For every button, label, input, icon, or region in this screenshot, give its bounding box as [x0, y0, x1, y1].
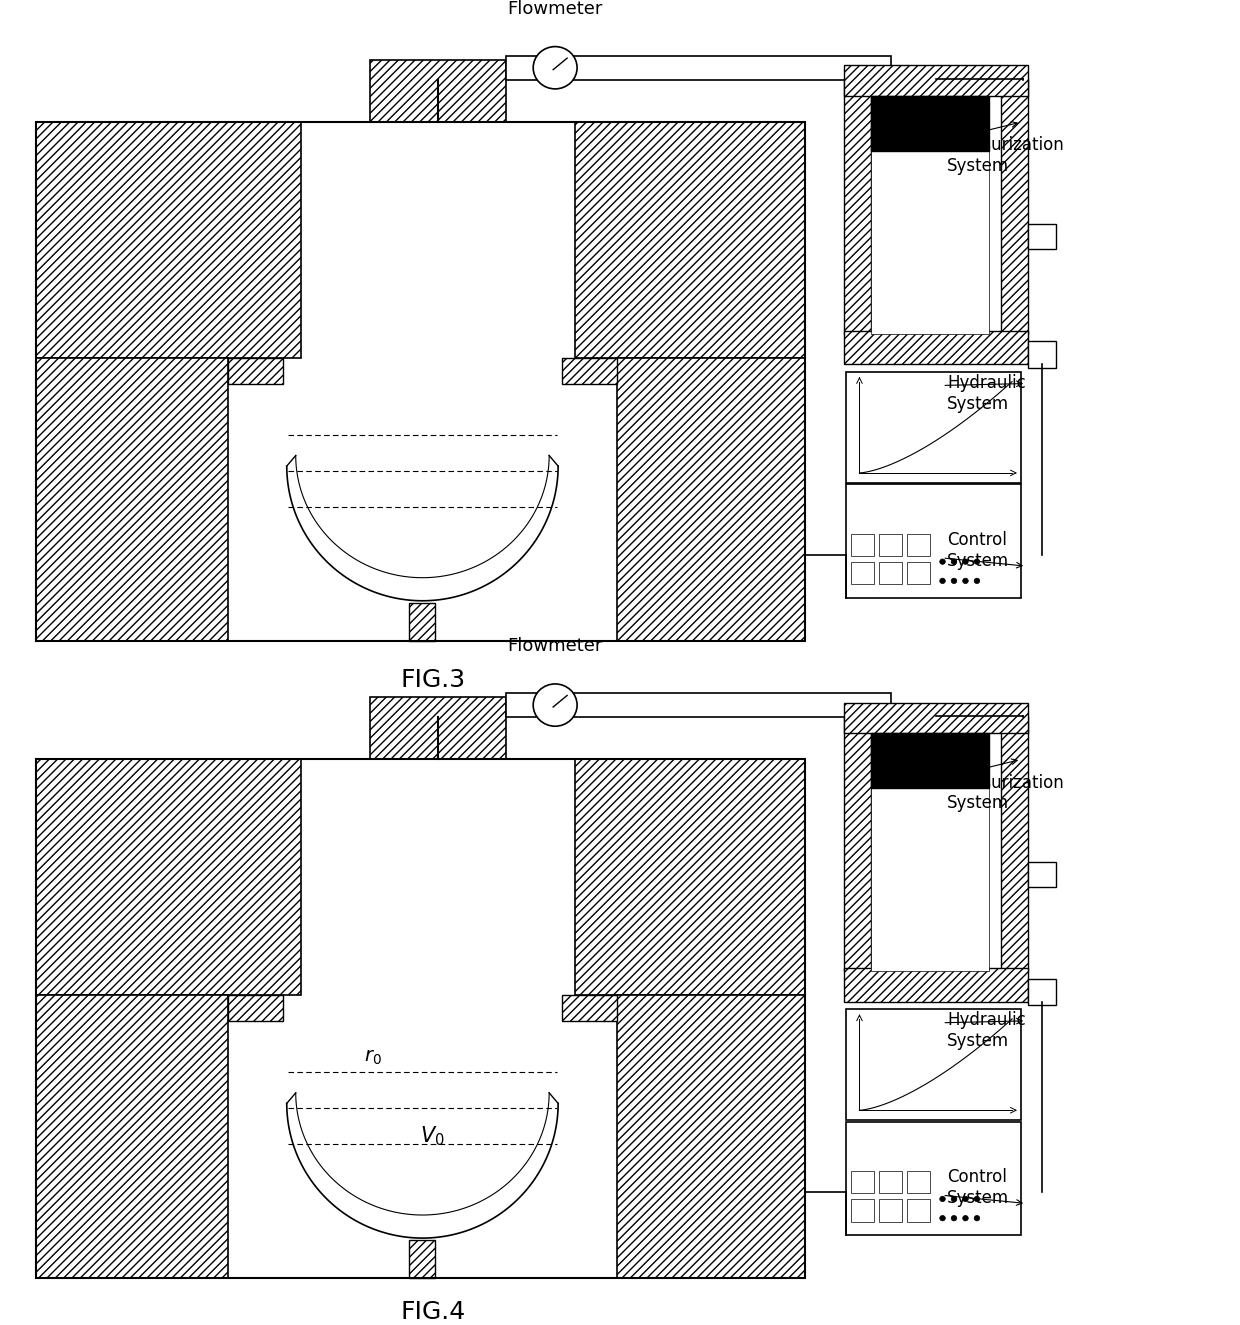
Bar: [908, 1171, 930, 1194]
Bar: [36, 759, 805, 1279]
Bar: [908, 1199, 930, 1222]
Bar: [852, 562, 874, 584]
Bar: [879, 1171, 903, 1194]
Circle shape: [951, 578, 957, 583]
Text: Flowmeter: Flowmeter: [507, 0, 603, 17]
Bar: [844, 65, 1028, 97]
Text: Control
System: Control System: [947, 1169, 1009, 1207]
Bar: [844, 702, 1028, 734]
Bar: [847, 1010, 1021, 1120]
Circle shape: [975, 1196, 980, 1202]
Bar: [847, 372, 1021, 482]
Bar: [879, 534, 903, 556]
Text: FIG.3: FIG.3: [401, 668, 465, 692]
Bar: [872, 734, 990, 788]
Circle shape: [962, 1215, 968, 1220]
Circle shape: [940, 1215, 945, 1220]
Bar: [852, 534, 874, 556]
Bar: [575, 759, 805, 995]
Bar: [852, 1171, 874, 1194]
Bar: [844, 716, 872, 971]
Text: Hydraulic
System: Hydraulic System: [947, 374, 1025, 412]
Text: Flowmeter: Flowmeter: [507, 637, 603, 655]
Circle shape: [962, 578, 968, 583]
Bar: [844, 331, 1028, 364]
Circle shape: [962, 1196, 968, 1202]
Bar: [506, 56, 543, 80]
Bar: [568, 693, 892, 717]
Text: $V_0$: $V_0$: [420, 1125, 445, 1147]
Bar: [370, 60, 506, 122]
Circle shape: [940, 578, 945, 583]
Bar: [36, 759, 301, 995]
Bar: [844, 78, 872, 334]
Bar: [370, 697, 506, 759]
Circle shape: [975, 559, 980, 564]
Bar: [908, 534, 930, 556]
Bar: [562, 358, 618, 383]
Bar: [872, 788, 990, 971]
Bar: [1028, 861, 1056, 886]
Bar: [618, 995, 805, 1279]
Bar: [228, 358, 283, 383]
Bar: [844, 969, 1028, 1002]
Circle shape: [975, 1215, 980, 1220]
Bar: [847, 485, 1021, 598]
Text: $r_0$: $r_0$: [363, 1048, 382, 1067]
Circle shape: [533, 684, 577, 726]
Bar: [879, 562, 903, 584]
Bar: [228, 995, 283, 1020]
Text: Control
System: Control System: [947, 531, 1009, 570]
Bar: [1001, 716, 1028, 971]
Bar: [36, 122, 301, 358]
Bar: [872, 151, 990, 334]
Circle shape: [962, 559, 968, 564]
Bar: [36, 122, 805, 641]
Text: Pressurization
System: Pressurization System: [947, 136, 1064, 175]
Bar: [847, 1122, 1021, 1235]
Bar: [1028, 979, 1056, 1006]
Text: FIG.4: FIG.4: [401, 1300, 465, 1324]
Bar: [872, 97, 990, 151]
Bar: [562, 995, 618, 1020]
Bar: [1001, 78, 1028, 334]
Circle shape: [940, 1196, 945, 1202]
Text: Hydraulic
System: Hydraulic System: [947, 1011, 1025, 1049]
Bar: [506, 693, 543, 717]
Bar: [852, 1199, 874, 1222]
Text: Pressurization
System: Pressurization System: [947, 774, 1064, 812]
Bar: [1028, 342, 1056, 368]
Circle shape: [533, 46, 577, 89]
Bar: [575, 122, 805, 358]
Circle shape: [951, 559, 957, 564]
Circle shape: [951, 1215, 957, 1220]
Bar: [879, 1199, 903, 1222]
Bar: [908, 562, 930, 584]
Circle shape: [975, 578, 980, 583]
Circle shape: [951, 1196, 957, 1202]
Bar: [36, 358, 228, 641]
Bar: [409, 603, 435, 641]
Bar: [618, 358, 805, 641]
Circle shape: [940, 559, 945, 564]
Bar: [568, 56, 892, 80]
Bar: [36, 995, 228, 1279]
Bar: [1028, 224, 1056, 249]
Bar: [409, 1240, 435, 1279]
